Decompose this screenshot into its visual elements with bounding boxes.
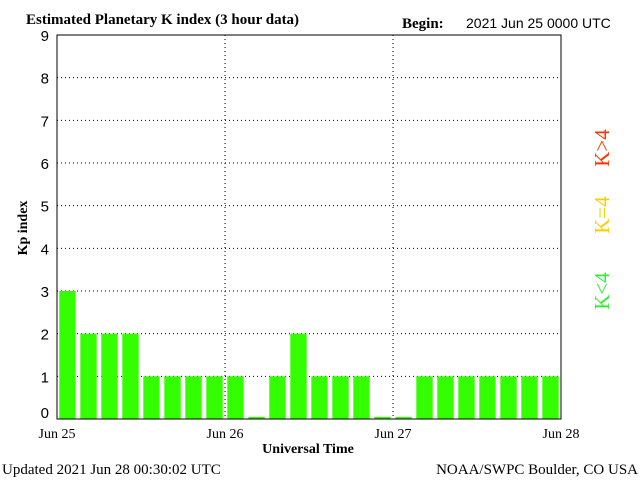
- kp-bar: [416, 376, 433, 419]
- y-axis-label: Kp index: [16, 201, 31, 256]
- kp-bar: [248, 416, 265, 419]
- kp-bar: [143, 376, 160, 419]
- kp-bar: [290, 333, 307, 419]
- kp-bar: [80, 333, 97, 419]
- kp-bar: [500, 376, 517, 419]
- x-axis-label: Universal Time: [262, 442, 354, 457]
- kp-bar: [185, 376, 202, 419]
- y-tick-label: 5: [41, 199, 49, 216]
- begin-label: Begin:: [402, 16, 444, 32]
- x-tick-labels: Jun 25 Jun 26 Jun 27 Jun 28: [39, 427, 580, 442]
- kp-bar: [59, 291, 76, 419]
- chart-title: Estimated Planetary K index (3 hour data…: [26, 12, 299, 28]
- y-tick-label: 9: [41, 28, 49, 45]
- updated-timestamp: Updated 2021 Jun 28 00:30:02 UTC: [2, 462, 221, 478]
- y-tick-label: 1: [41, 369, 49, 386]
- kp-bar: [122, 333, 139, 419]
- grid-lines: [57, 35, 561, 419]
- kp-bar: [521, 376, 538, 419]
- kp-bar: [395, 416, 412, 419]
- kp-bar: [311, 376, 328, 419]
- x-tick-label: Jun 26: [207, 427, 244, 442]
- begin-value: 2021 Jun 25 0000 UTC: [466, 15, 611, 31]
- kp-bar: [269, 376, 286, 419]
- source-credit: NOAA/SWPC Boulder, CO USA: [436, 462, 638, 478]
- kp-bar: [227, 376, 244, 419]
- bar-series: [59, 291, 559, 419]
- kp-bar: [332, 376, 349, 419]
- x-tick-label: Jun 27: [375, 427, 412, 442]
- kp-bar: [374, 416, 391, 419]
- kp-bar: [101, 333, 118, 419]
- plot-frame: [56, 34, 562, 420]
- kp-bar: [479, 376, 496, 419]
- kp-bar: [542, 376, 559, 419]
- y-tick-label: 2: [41, 327, 49, 344]
- x-tick-label: Jun 25: [39, 427, 76, 442]
- kp-bar: [437, 376, 454, 419]
- y-tick-labels: 0 1 2 3 4 5 6 7 8 9: [41, 28, 49, 422]
- legend-k-above-4: K>4: [590, 129, 614, 167]
- x-tick-label: Jun 28: [543, 427, 580, 442]
- y-tick-label: 8: [41, 71, 49, 88]
- kp-bar: [164, 376, 181, 419]
- y-tick-label: 3: [41, 284, 49, 301]
- y-tick-label: 6: [41, 156, 49, 173]
- y-tick-label: 7: [41, 113, 49, 130]
- legend-k-below-4: K<4: [590, 272, 614, 310]
- legend-k-equal-4: K=4: [590, 196, 614, 234]
- kp-bar: [206, 376, 223, 419]
- y-tick-label: 0: [41, 405, 49, 422]
- y-tick-label: 4: [41, 241, 49, 258]
- kp-bar: [353, 376, 370, 419]
- kp-bar: [458, 376, 475, 419]
